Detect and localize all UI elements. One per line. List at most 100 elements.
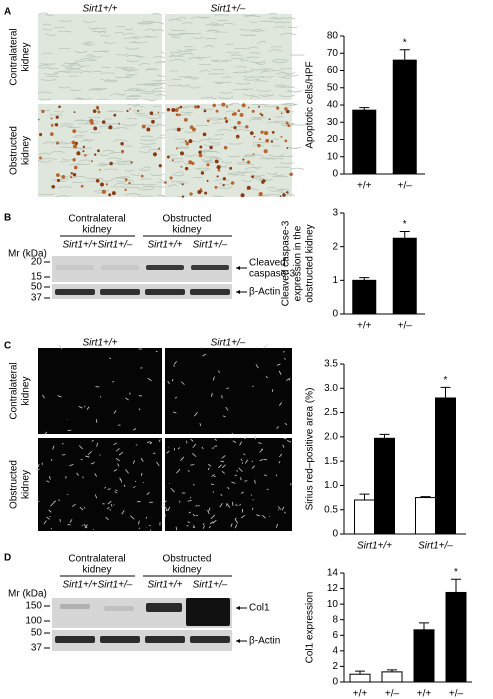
tubule <box>237 171 249 174</box>
fiber <box>43 520 47 525</box>
apoptotic-nucleus <box>93 126 98 131</box>
apoptotic-nucleus <box>108 125 113 130</box>
fiber <box>210 514 216 519</box>
tubule <box>98 125 108 128</box>
blot-band <box>55 636 95 643</box>
tubule <box>113 31 125 34</box>
bar <box>413 629 435 683</box>
fiber <box>208 507 211 512</box>
apoptotic-nucleus <box>285 109 290 114</box>
lane-label: Sirt1+/– <box>98 240 133 251</box>
tubule <box>139 92 156 94</box>
tubule <box>280 67 292 70</box>
apoptotic-nucleus <box>225 120 229 123</box>
apoptotic-nucleus <box>90 121 94 125</box>
tubule <box>210 68 225 71</box>
tubule <box>243 75 254 79</box>
fiber <box>156 461 160 467</box>
tubule <box>220 91 233 94</box>
tubule <box>123 33 135 35</box>
tubule <box>280 32 296 36</box>
tubule <box>84 138 95 141</box>
panel-label: C <box>4 341 11 352</box>
y-tick-label: 3 <box>332 208 338 219</box>
apoptotic-nucleus <box>247 160 251 164</box>
fiber <box>238 467 243 473</box>
apoptotic-nucleus <box>252 153 255 155</box>
tubule <box>242 14 256 16</box>
fiber <box>145 516 148 519</box>
tubule <box>228 155 241 158</box>
tubule <box>171 173 185 177</box>
tubule <box>184 154 197 157</box>
tubule <box>175 171 184 174</box>
tubule <box>74 60 86 62</box>
tubule <box>42 28 53 31</box>
fiber <box>279 453 283 458</box>
tubule <box>209 141 221 144</box>
y-tick-label: 0.5 <box>324 504 338 515</box>
fiber <box>107 488 111 490</box>
tubule <box>221 160 233 164</box>
y-tick-label: 10 <box>327 599 339 610</box>
fiber <box>91 439 94 442</box>
tubule <box>41 79 57 81</box>
tubule <box>137 114 149 117</box>
mr-label: Mr (kDa) <box>8 589 47 600</box>
lane-label: Sirt1+/+ <box>62 580 97 591</box>
fiber <box>221 395 223 399</box>
micrograph <box>38 438 162 531</box>
tubule <box>142 35 153 38</box>
fiber <box>46 516 50 520</box>
tubule <box>139 151 151 153</box>
apoptotic-nucleus <box>197 189 202 195</box>
y-tick-label: 14 <box>327 568 339 579</box>
tubule <box>115 53 129 56</box>
fiber <box>132 460 136 464</box>
band-arrowhead <box>236 266 240 270</box>
tubule <box>148 148 162 151</box>
apoptotic-nucleus <box>91 160 93 162</box>
blot-band <box>146 265 184 270</box>
error-bar <box>359 493 370 500</box>
fiber <box>197 505 200 507</box>
fiber <box>252 385 254 388</box>
micrograph <box>165 14 292 100</box>
apoptotic-nucleus <box>204 191 208 195</box>
fiber <box>140 457 144 462</box>
fiber <box>214 438 217 441</box>
apoptotic-nucleus <box>74 141 78 145</box>
fiber <box>192 453 197 458</box>
y-tick-label: 1.0 <box>324 480 338 491</box>
apoptotic-nucleus <box>259 112 262 116</box>
tubule <box>284 17 296 20</box>
y-tick-label: 60 <box>327 65 339 76</box>
tubule <box>77 130 88 133</box>
x-tick-label: +/– <box>385 689 400 699</box>
x-tick-label: +/– <box>449 689 464 699</box>
tubule <box>136 89 146 92</box>
tubule <box>225 51 240 54</box>
tubule <box>80 140 92 142</box>
tubule <box>56 195 70 197</box>
marker-label: 37 <box>31 643 43 654</box>
fiber <box>278 370 282 375</box>
tubule <box>205 38 217 40</box>
tubule <box>133 105 144 108</box>
apoptotic-nucleus <box>222 184 225 187</box>
tubule <box>77 65 90 67</box>
apoptotic-nucleus <box>236 136 239 139</box>
tubule <box>126 117 137 120</box>
apoptotic-nucleus <box>282 193 286 197</box>
apoptotic-nucleus <box>222 177 226 181</box>
apoptotic-nucleus <box>206 163 210 167</box>
tubule <box>103 118 113 120</box>
apoptotic-nucleus <box>247 106 250 109</box>
tubule <box>274 116 284 118</box>
row-label: Obstructed <box>9 460 20 509</box>
tubule <box>216 81 232 84</box>
fiber <box>167 380 170 385</box>
fiber <box>173 365 175 368</box>
tubule <box>185 48 197 51</box>
